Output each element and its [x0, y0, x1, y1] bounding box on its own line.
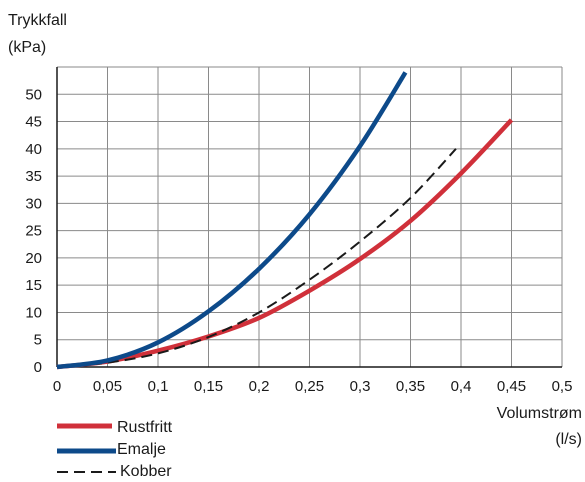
- y-tick-labels: 0 5 10 15 20 25 30 35 40 45 50: [25, 86, 42, 376]
- x-tick-label: 0,05: [93, 378, 122, 395]
- x-tick-label: 0,35: [396, 378, 425, 395]
- legend-label-rustfritt: Rustfritt: [117, 419, 173, 436]
- y-axis-unit: (kPa): [8, 39, 46, 56]
- x-tick-label: 0,1: [148, 378, 169, 395]
- x-tick-label: 0,45: [497, 378, 526, 395]
- series-line-kobber: [56, 148, 457, 368]
- x-axis-title: Volumstrøm: [497, 405, 582, 422]
- y-tick-label: 50: [25, 86, 42, 103]
- grid: [56, 66, 563, 368]
- x-axis-unit: (l/s): [555, 431, 582, 448]
- y-tick-label: 45: [25, 114, 42, 131]
- x-tick-label: 0,15: [194, 378, 223, 395]
- y-tick-label: 40: [25, 141, 42, 158]
- y-tick-label: 5: [34, 332, 42, 349]
- x-tick-label: 0: [53, 378, 61, 395]
- series-lines: [56, 71, 514, 370]
- y-tick-label: 25: [25, 223, 42, 240]
- series-line-rustfritt: [56, 118, 514, 370]
- x-tick-labels: 0 0,05 0,1 0,15 0,2 0,25 0,3 0,35 0,4 0,45 0,5: [53, 378, 573, 395]
- x-tick-label: 0,5: [552, 378, 573, 395]
- y-tick-label: 15: [25, 277, 42, 294]
- y-tick-label: 10: [25, 304, 42, 321]
- legend-label-emalje: Emalje: [117, 441, 166, 458]
- x-tick-label: 0,2: [249, 378, 270, 395]
- legend: Rustfritt Emalje Kobber: [57, 419, 173, 480]
- y-tick-label: 20: [25, 250, 42, 267]
- x-tick-label: 0,3: [350, 378, 371, 395]
- y-tick-label: 0: [34, 359, 42, 376]
- y-tick-label: 35: [25, 168, 42, 185]
- legend-label-kobber: Kobber: [120, 463, 172, 480]
- y-axis-title: Trykkfall: [8, 12, 67, 29]
- y-tick-label: 30: [25, 195, 42, 212]
- x-tick-label: 0,4: [451, 378, 472, 395]
- series-line-emalje: [56, 71, 408, 370]
- x-tick-label: 0,25: [295, 378, 324, 395]
